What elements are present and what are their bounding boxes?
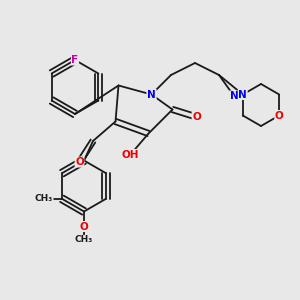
Text: O: O xyxy=(80,221,88,232)
Text: F: F xyxy=(71,55,79,65)
Text: O: O xyxy=(75,157,84,167)
Text: O: O xyxy=(192,112,201,122)
Text: N: N xyxy=(238,89,247,100)
Text: N: N xyxy=(147,89,156,100)
Text: CH₃: CH₃ xyxy=(35,194,53,203)
Text: CH₃: CH₃ xyxy=(75,236,93,244)
Text: O: O xyxy=(275,110,284,121)
Text: OH: OH xyxy=(122,149,139,160)
Text: N: N xyxy=(230,91,238,101)
Text: N: N xyxy=(147,89,156,100)
